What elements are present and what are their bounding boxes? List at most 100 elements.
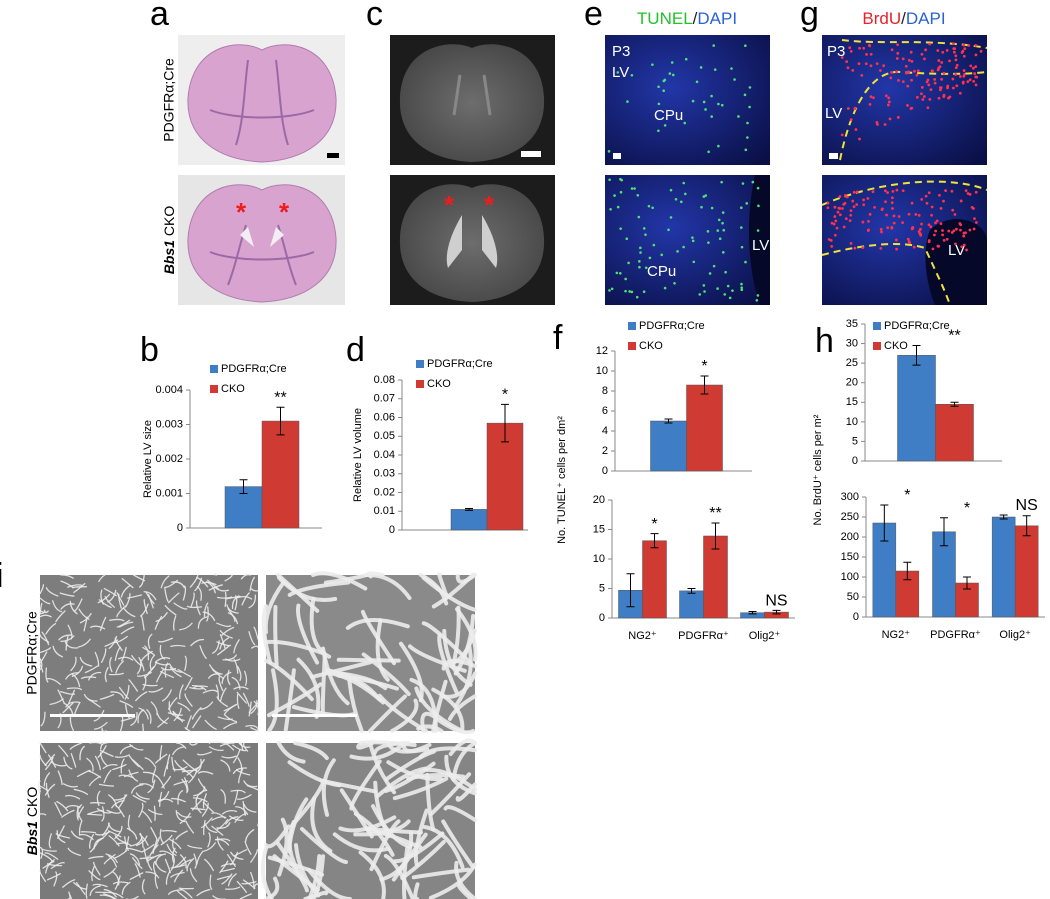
- cilium: [195, 758, 202, 774]
- cilium: [114, 646, 121, 662]
- legend-label: PDGFRα;Cre: [884, 320, 950, 332]
- cilium: [367, 694, 407, 733]
- cilium: [189, 574, 199, 588]
- cell-dot: [890, 201, 894, 205]
- cilium: [253, 626, 259, 640]
- cell-dot: [741, 182, 745, 185]
- cell-dot: [712, 264, 716, 268]
- y-tick-label: 10: [596, 365, 608, 377]
- cell-dot: [917, 213, 921, 217]
- x-tick-label: NG2⁺: [628, 630, 657, 642]
- cell-dot: [868, 103, 872, 106]
- legend-label: CKO: [884, 340, 908, 352]
- cilium: [39, 614, 52, 618]
- cilium: [83, 616, 88, 632]
- y-tick-label: 20: [846, 377, 858, 389]
- cilium: [429, 772, 472, 817]
- cilium: [401, 741, 432, 753]
- cilium: [180, 888, 193, 899]
- cell-dot: [892, 221, 896, 225]
- cilium: [94, 831, 111, 836]
- cell-dot: [872, 96, 875, 100]
- cilium: [172, 746, 186, 756]
- cilium: [206, 606, 209, 622]
- cell-dot: [933, 78, 937, 81]
- cilium: [99, 749, 114, 757]
- cell-dot: [868, 212, 872, 216]
- separator: /: [901, 9, 906, 28]
- cilium: [220, 863, 236, 867]
- cell-dot: [610, 287, 614, 291]
- cell-dot: [929, 88, 933, 92]
- cell-dot: [638, 265, 641, 269]
- cell-dot: [721, 251, 725, 254]
- cilium: [143, 591, 157, 601]
- cilium: [219, 742, 235, 747]
- cell-dot: [930, 205, 934, 209]
- cell-dot: [751, 180, 755, 184]
- cilium: [65, 804, 81, 809]
- cilium: [155, 612, 168, 622]
- bar: [703, 535, 728, 619]
- cell-dot: [927, 223, 931, 227]
- cell-dot: [888, 117, 892, 121]
- error-bar: [912, 345, 921, 366]
- cell-dot: [906, 104, 909, 107]
- cell-dot: [618, 271, 622, 275]
- cilium: [39, 663, 44, 673]
- cilium: [321, 758, 336, 817]
- cilium: [73, 583, 86, 594]
- cell-dot: [625, 237, 629, 240]
- cell-dot: [890, 196, 894, 200]
- cilium: [159, 644, 166, 660]
- cell-dot: [933, 81, 937, 85]
- cell-dot: [852, 205, 856, 209]
- cell-dot: [673, 282, 676, 285]
- cell-dot: [942, 239, 946, 242]
- cilium: [189, 868, 198, 883]
- y-tick-label: 150: [841, 551, 859, 563]
- cilium: [86, 813, 103, 816]
- cilium: [172, 710, 185, 721]
- cilium: [123, 836, 129, 852]
- legend-label: PDGFRα;Cre: [639, 320, 705, 332]
- cilium: [191, 707, 202, 720]
- cilium: [195, 600, 201, 616]
- stain: TUNEL: [637, 9, 693, 28]
- cilium: [223, 713, 238, 723]
- cilium: [169, 666, 182, 678]
- cell-dot: [962, 43, 966, 47]
- cilium: [46, 677, 61, 686]
- y-tick-label: 4: [602, 425, 608, 437]
- cilium: [196, 850, 204, 865]
- cell-dot: [886, 103, 890, 107]
- cilium: [170, 855, 175, 871]
- cell-dot: [928, 98, 932, 101]
- cilium: [141, 843, 155, 853]
- cilium: [311, 854, 326, 899]
- cilium: [40, 711, 46, 727]
- y-tick-label: 10: [846, 416, 858, 428]
- y-tick-label: 300: [841, 491, 859, 503]
- panel-label: d: [346, 331, 365, 369]
- cilium: [39, 846, 44, 859]
- cell-dot: [740, 245, 744, 249]
- x-tick-label: Olig2⁺: [749, 630, 781, 642]
- cilium: [156, 775, 165, 789]
- cilium: [142, 771, 158, 778]
- cell-dot: [756, 294, 760, 297]
- cilium: [178, 859, 192, 868]
- cilium: [400, 840, 446, 881]
- cell-dot: [909, 50, 913, 54]
- legend-label: PDGFRα;Cre: [221, 363, 287, 375]
- cell-dot: [826, 201, 830, 205]
- cilium: [107, 589, 117, 603]
- cilium: [219, 867, 235, 873]
- cilium: [232, 749, 241, 764]
- cilium: [45, 756, 54, 771]
- cell-dot: [684, 57, 688, 61]
- cilium: [70, 656, 77, 672]
- cell-dot: [619, 227, 622, 230]
- cilium: [96, 790, 101, 806]
- cilium: [263, 580, 286, 635]
